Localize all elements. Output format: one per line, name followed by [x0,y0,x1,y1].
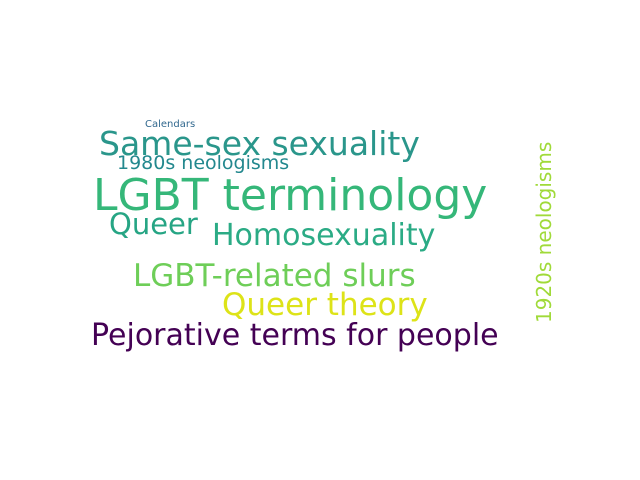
word-queer: Queer [109,207,198,241]
word-lgbt-related-slurs: LGBT-related slurs [133,258,416,294]
word-pejorative-terms-for-people: Pejorative terms for people [91,318,499,353]
word-homosexuality: Homosexuality [212,218,436,253]
word-same-sex-sexuality: Same-sex sexuality [99,124,420,163]
word-1920s-neologisms: 1920s neologisms [532,141,556,323]
word-queer-theory: Queer theory [222,287,428,323]
word-calendars: Calendars [145,119,196,130]
word-1980s-neologisms: 1980s neologisms [117,152,290,174]
word-lgbt-terminology: LGBT terminology [93,170,488,221]
